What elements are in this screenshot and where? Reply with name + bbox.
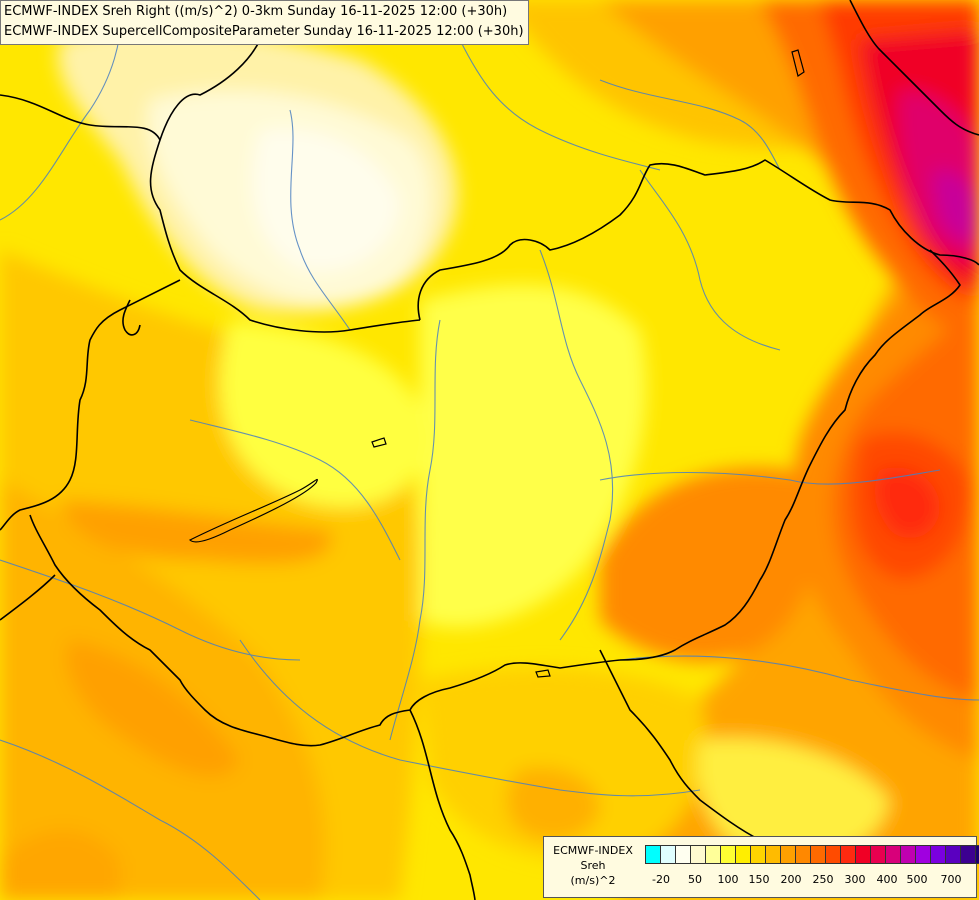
map-title-box: ECMWF-INDEX Sreh Right ((m/s)^2) 0-3km S…: [0, 0, 529, 45]
legend-swatch: [720, 845, 735, 864]
legend-swatch: [750, 845, 765, 864]
legend-swatch: [870, 845, 885, 864]
legend-swatch: [810, 845, 825, 864]
legend-swatch: [840, 845, 855, 864]
legend-label: ECMWF-INDEX Sreh (m/s)^2: [544, 843, 642, 888]
legend-swatches: [645, 845, 979, 864]
lakes: [188, 49, 805, 678]
legend-ticks: -20 50 100 150 200 250 300 400 500 700: [645, 873, 975, 889]
map-title-sreh: ECMWF-INDEX Sreh Right ((m/s)^2) 0-3km S…: [4, 4, 508, 19]
legend-swatch: [855, 845, 870, 864]
legend-tick-label: 100: [717, 873, 739, 886]
legend-unit: (m/s)^2: [570, 874, 616, 887]
legend-swatch: [735, 845, 750, 864]
legend-tick-label: 500: [906, 873, 928, 886]
legend-variable: Sreh: [580, 859, 606, 872]
legend-swatch: [900, 845, 915, 864]
legend-tick-label: -20: [652, 873, 670, 886]
legend-swatch: [885, 845, 900, 864]
legend-swatch: [915, 845, 930, 864]
legend-model: ECMWF-INDEX: [553, 844, 633, 857]
legend-swatch: [765, 845, 780, 864]
legend-swatch: [795, 845, 810, 864]
legend-tick-label: 150: [748, 873, 770, 886]
legend-swatch: [960, 845, 975, 864]
legend-swatch: [705, 845, 720, 864]
legend-swatch: [825, 845, 840, 864]
legend-swatch: [975, 845, 979, 864]
legend-tick-label: 50: [688, 873, 702, 886]
legend-tick-label: 250: [812, 873, 834, 886]
legend-swatch: [645, 845, 660, 864]
legend-tick-label: 700: [940, 873, 962, 886]
legend-tick-label: 300: [844, 873, 866, 886]
legend-swatch: [675, 845, 690, 864]
map-title-scp: ECMWF-INDEX SupercellCompositeParameter …: [4, 24, 524, 39]
legend-tick-label: 400: [876, 873, 898, 886]
legend-swatch: [660, 845, 675, 864]
legend-swatch: [780, 845, 795, 864]
legend-swatch: [945, 845, 960, 864]
legend-tick-label: 200: [780, 873, 802, 886]
legend-swatch: [690, 845, 705, 864]
color-legend: ECMWF-INDEX Sreh (m/s)^2 -20 50 100 150 200 2…: [543, 836, 979, 898]
legend-swatch: [930, 845, 945, 864]
